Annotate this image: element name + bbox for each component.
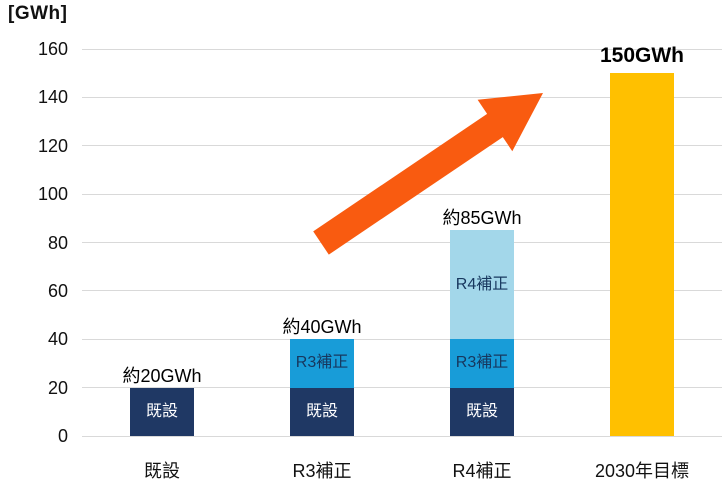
bar-segment-R3補正-R3補正: R3補正 (290, 339, 354, 388)
gridline-160 (82, 48, 722, 50)
segment-label: 既設 (145, 402, 178, 420)
bar-segment-2030年目標-2030年目標 (610, 73, 674, 436)
y-axis-unit-label: [GWh] (8, 3, 68, 24)
bar-segment-R4補正-R4補正: R4補正 (450, 230, 514, 340)
segment-label: R4補正 (455, 275, 509, 293)
total-label-2030年目標: 150GWh (599, 44, 685, 68)
total-label-既設: 約20GWh (122, 365, 202, 386)
y-tick-label-0: 0 (57, 426, 68, 446)
y-tick-label-100: 100 (37, 184, 68, 205)
segment-label: R3補正 (295, 354, 349, 372)
bar-segment-R4補正-既設: 既設 (450, 387, 514, 436)
y-tick-label-140: 140 (37, 87, 68, 108)
segment-label: 既設 (465, 402, 498, 420)
y-tick-label-20: 20 (47, 377, 68, 398)
y-tick-label-80: 80 (47, 232, 68, 253)
x-category-label-R4補正: R4補正 (452, 461, 512, 481)
segment-label: 既設 (305, 402, 338, 420)
segment-label: R3補正 (455, 354, 509, 372)
x-category-label-既設: 既設 (144, 461, 180, 481)
y-tick-label-120: 120 (37, 135, 68, 156)
gridline-60 (82, 290, 722, 292)
bar-segment-R4補正-R3補正: R3補正 (450, 339, 514, 388)
gridline-40 (82, 338, 722, 340)
y-tick-label-60: 60 (47, 280, 68, 301)
total-label-R4補正: 約85GWh (442, 208, 522, 229)
y-tick-label-160: 160 (37, 39, 68, 59)
gridline-0 (82, 435, 722, 437)
y-tick-label-40: 40 (47, 329, 68, 350)
gridline-20 (82, 387, 722, 389)
total-label-R3補正: 約40GWh (282, 317, 362, 338)
x-category-label-R3補正: R3補正 (292, 461, 352, 481)
bar-segment-R3補正-既設: 既設 (290, 387, 354, 436)
x-category-label-2030年目標: 2030年目標 (594, 461, 690, 481)
bar-segment-既設-既設: 既設 (130, 387, 194, 436)
